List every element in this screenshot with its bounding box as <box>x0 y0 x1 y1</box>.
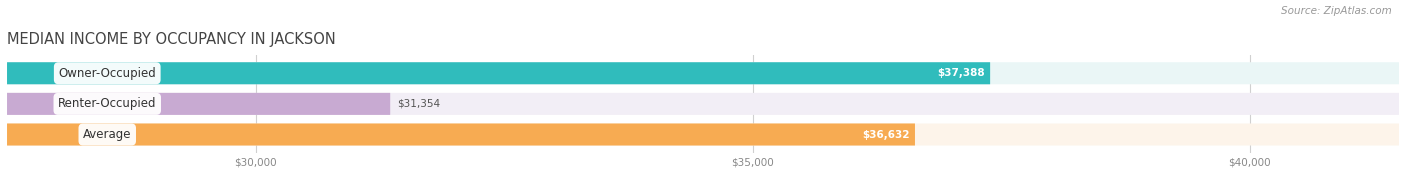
Text: $37,388: $37,388 <box>936 68 984 78</box>
FancyBboxPatch shape <box>7 123 915 145</box>
Text: MEDIAN INCOME BY OCCUPANCY IN JACKSON: MEDIAN INCOME BY OCCUPANCY IN JACKSON <box>7 32 336 47</box>
Text: Average: Average <box>83 128 132 141</box>
Text: Source: ZipAtlas.com: Source: ZipAtlas.com <box>1281 6 1392 16</box>
FancyBboxPatch shape <box>7 93 391 115</box>
Text: $31,354: $31,354 <box>396 99 440 109</box>
FancyBboxPatch shape <box>7 93 1399 115</box>
Text: $36,632: $36,632 <box>862 130 910 140</box>
FancyBboxPatch shape <box>7 62 1399 84</box>
FancyBboxPatch shape <box>7 62 990 84</box>
Text: Renter-Occupied: Renter-Occupied <box>58 97 156 110</box>
FancyBboxPatch shape <box>7 123 1399 145</box>
Text: Owner-Occupied: Owner-Occupied <box>59 67 156 80</box>
